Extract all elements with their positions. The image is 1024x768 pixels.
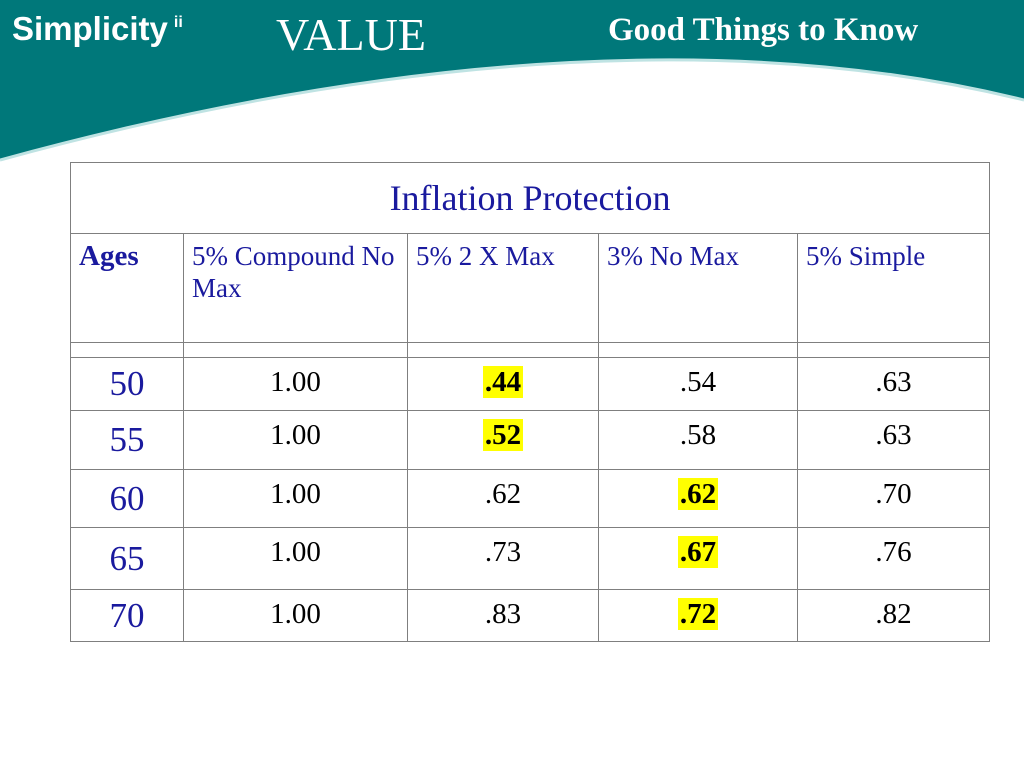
value-text: 1.00 <box>270 419 321 451</box>
value-cell: .62 <box>598 469 798 528</box>
value-cell: .54 <box>598 357 798 411</box>
value-cell: .72 <box>598 589 798 642</box>
age-cell: 70 <box>70 589 184 642</box>
highlighted-value: .67 <box>677 536 719 568</box>
value-text: .58 <box>679 419 717 451</box>
column-header-simple: 5% Simple <box>796 233 991 343</box>
table-row: 60 1.00 .62 .62 .70 <box>70 469 991 528</box>
value-text: .62 <box>484 478 522 510</box>
value-cell: 1.00 <box>183 357 408 411</box>
value-text: .76 <box>875 536 912 568</box>
highlighted-value: .44 <box>482 366 524 398</box>
value-cell: .63 <box>796 357 991 411</box>
spacer-row <box>70 342 991 358</box>
value-cell: .58 <box>598 410 798 470</box>
table-row: 65 1.00 .73 .67 .76 <box>70 527 991 590</box>
age-cell: 65 <box>70 527 184 590</box>
value-cell: .67 <box>598 527 798 590</box>
column-header-ages: Ages <box>70 233 184 343</box>
brand-name: Simplicity <box>12 10 168 47</box>
value-text: .73 <box>484 536 522 568</box>
value-text: .82 <box>875 598 912 630</box>
slide-heading: VALUE <box>276 9 426 60</box>
header-banner <box>0 0 1024 162</box>
age-cell: 60 <box>70 469 184 528</box>
value-text: .54 <box>679 366 717 398</box>
column-header-compound: 5% Compound No Max <box>183 233 408 343</box>
brand-logo: Simplicity ii <box>12 10 183 48</box>
value-text: 1.00 <box>270 366 321 398</box>
value-text: .70 <box>875 478 912 510</box>
value-text: .63 <box>875 366 912 398</box>
age-cell: 55 <box>70 410 184 470</box>
value-cell: .63 <box>796 410 991 470</box>
table-row: 70 1.00 .83 .72 .82 <box>70 589 991 642</box>
value-cell: .52 <box>407 410 599 470</box>
table-row: 50 1.00 .44 .54 .63 <box>70 357 991 411</box>
highlighted-value: .62 <box>677 478 719 510</box>
highlighted-value: .52 <box>482 419 524 451</box>
value-text: .63 <box>875 419 912 451</box>
column-header-2x-max: 5% 2 X Max <box>407 233 599 343</box>
value-cell: .70 <box>796 469 991 528</box>
value-cell: .62 <box>407 469 599 528</box>
value-text: 1.00 <box>270 478 321 510</box>
value-cell: 1.00 <box>183 469 408 528</box>
value-cell: .73 <box>407 527 599 590</box>
table-title: Inflation Protection <box>69 162 991 234</box>
value-cell: .76 <box>796 527 991 590</box>
topic-title: Good Things to Know <box>608 12 919 48</box>
value-text: .83 <box>484 598 522 630</box>
age-cell: 50 <box>70 357 184 411</box>
value-cell: 1.00 <box>183 589 408 642</box>
table-header-row: Ages 5% Compound No Max 5% 2 X Max 3% No… <box>70 233 991 343</box>
value-text: 1.00 <box>270 536 321 568</box>
value-cell: 1.00 <box>183 410 408 470</box>
column-header-3-no-max: 3% No Max <box>598 233 798 343</box>
inflation-protection-table: Inflation Protection Ages 5% Compound No… <box>69 162 991 642</box>
value-cell: .83 <box>407 589 599 642</box>
value-cell: .44 <box>407 357 599 411</box>
highlighted-value: .72 <box>677 598 719 630</box>
value-text: 1.00 <box>270 598 321 630</box>
table-row: 55 1.00 .52 .58 .63 <box>70 410 991 470</box>
brand-mark: ii <box>173 14 183 31</box>
value-cell: 1.00 <box>183 527 408 590</box>
value-cell: .82 <box>796 589 991 642</box>
